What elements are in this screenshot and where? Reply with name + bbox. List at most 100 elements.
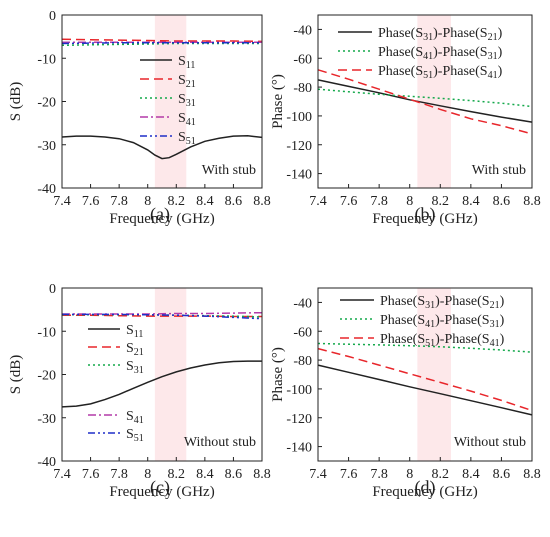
- series-line-5: [62, 313, 263, 320]
- x-tick-label: 8: [406, 194, 413, 209]
- x-tick-label: 7.6: [340, 194, 358, 209]
- y-tick-label: 0: [49, 282, 56, 297]
- annotation: With stub: [202, 163, 256, 178]
- y-tick-label: -100: [286, 383, 312, 398]
- panel-label: (a): [150, 204, 170, 225]
- x-tick-label: 7.4: [309, 467, 327, 482]
- y-tick-label: -30: [37, 139, 56, 154]
- x-axis-label: Frequency (GHz): [372, 211, 477, 227]
- x-tick-label: 8.8: [253, 467, 271, 482]
- x-tick-label: 8: [406, 467, 413, 482]
- chart-b: 7.4 7.6 7.8 8 8.2 8.4 8.6 8.8 -40 -60 -80 -100 -120 -…: [270, 14, 541, 227]
- legend-label-1: S11: [126, 323, 143, 340]
- series-line-1: [317, 79, 533, 123]
- y-tick-label: -60: [293, 325, 312, 340]
- y-tick-label: -40: [293, 23, 312, 38]
- x-axis-label: Frequency (GHz): [372, 484, 477, 500]
- x-tick-label: 8.2: [168, 467, 186, 482]
- legend-label-2: S21: [126, 341, 144, 358]
- y-tick-label: -40: [37, 455, 56, 470]
- y-tick-label: -120: [286, 139, 312, 154]
- x-tick-label: 8.4: [196, 194, 214, 209]
- shaded-band: [417, 15, 451, 188]
- series-line-3: [317, 69, 533, 135]
- x-tick-label: 8.2: [432, 467, 450, 482]
- legend-label-2: Phase(S41)-Phase(S31): [380, 313, 505, 330]
- x-axis-label: Frequency (GHz): [109, 484, 214, 500]
- legend-label-3: S31: [126, 359, 144, 376]
- x-tick-label: 7.8: [110, 194, 128, 209]
- y-tick-label: -140: [286, 441, 312, 456]
- y-tick-label: -80: [293, 81, 312, 96]
- x-tick-label: 8.8: [523, 467, 541, 482]
- series-line-1: [61, 360, 262, 408]
- chart-d: 7.4 7.6 7.8 8 8.2 8.4 8.6 8.8 -40 -60 -80 -100 -120 -…: [270, 287, 541, 500]
- plot-frame: [317, 14, 533, 189]
- y-tick-label: -20: [37, 96, 56, 111]
- x-tick-label: 8: [144, 467, 151, 482]
- y-tick-label: -40: [37, 182, 56, 197]
- legend-label-2: Phase(S41)-Phase(S31): [378, 45, 503, 62]
- y-tick-label: 0: [49, 9, 56, 24]
- legend-label-1: Phase(S31)-Phase(S21): [380, 294, 505, 311]
- chart-c: 7.4 7.6 7.8 8 8.2 8.4 8.6 8.8 0 -10 -20 -30 -40 Frequ…: [8, 282, 271, 500]
- legend-label-2: S21: [178, 73, 196, 90]
- x-tick-label: 8.2: [168, 194, 186, 209]
- series-line-1: [317, 364, 533, 416]
- legend-label-5: S51: [126, 427, 144, 444]
- y-tick-label: -140: [286, 168, 312, 183]
- shaded-band: [417, 288, 451, 461]
- y-tick-label: -10: [37, 52, 56, 67]
- y-tick-label: -30: [37, 412, 56, 427]
- chart-a: 7.4 7.6 7.8 8 8.2 8.4 8.6 8.8 0 -10 -20 -30 -40 Frequ…: [8, 9, 271, 227]
- series-line-4: [62, 311, 263, 315]
- x-tick-label: 7.6: [340, 467, 358, 482]
- legend-label-3: Phase(S51)-Phase(S41): [380, 332, 505, 349]
- series-line-2: [317, 88, 533, 108]
- x-tick-label: 8.4: [462, 467, 480, 482]
- legend-label-5: S51: [178, 130, 196, 147]
- legend-label-3: Phase(S51)-Phase(S41): [378, 64, 503, 81]
- annotation: With stub: [472, 163, 526, 178]
- annotation: Without stub: [454, 435, 526, 450]
- shaded-band: [154, 15, 187, 188]
- panel-label: (c): [150, 477, 170, 498]
- legend-label-3: S31: [178, 92, 196, 109]
- legend-label-1: Phase(S31)-Phase(S21): [378, 26, 503, 43]
- y-axis-label: S (dB): [8, 82, 24, 122]
- annotation: Without stub: [184, 435, 256, 450]
- x-tick-label: 7.4: [53, 467, 71, 482]
- series-line-5: [61, 41, 262, 45]
- x-tick-label: 8.6: [493, 467, 511, 482]
- series-line-2: [317, 342, 533, 353]
- x-tick-label: 7.8: [370, 467, 388, 482]
- y-axis-label: Phase (°): [270, 74, 286, 129]
- x-tick-label: 7.8: [110, 467, 128, 482]
- x-tick-label: 7.4: [309, 194, 327, 209]
- series-line-3: [61, 42, 262, 47]
- legend-label-4: S41: [126, 409, 144, 426]
- series-line-3: [317, 347, 533, 412]
- x-tick-label: 8.4: [462, 194, 480, 209]
- x-axis-label: Frequency (GHz): [109, 211, 214, 227]
- x-tick-label: 7.8: [370, 194, 388, 209]
- panel-label: (b): [415, 204, 436, 225]
- x-tick-label: 8: [144, 194, 151, 209]
- y-axis-label: Phase (°): [270, 347, 286, 402]
- y-tick-label: -40: [293, 296, 312, 311]
- x-tick-label: 7.6: [82, 467, 100, 482]
- x-tick-label: 8.8: [253, 194, 271, 209]
- y-tick-label: -60: [293, 52, 312, 67]
- x-tick-label: 8.6: [225, 467, 243, 482]
- legend-label-1: S11: [178, 54, 195, 71]
- series-line-2: [61, 38, 263, 43]
- y-tick-label: -120: [286, 412, 312, 427]
- x-tick-label: 8.6: [493, 194, 511, 209]
- y-tick-label: -10: [37, 325, 56, 340]
- x-tick-label: 7.6: [82, 194, 100, 209]
- x-tick-label: 7.4: [53, 194, 71, 209]
- y-axis-label: S (dB): [8, 355, 24, 395]
- x-tick-label: 8.4: [196, 467, 214, 482]
- x-tick-label: 8.6: [225, 194, 243, 209]
